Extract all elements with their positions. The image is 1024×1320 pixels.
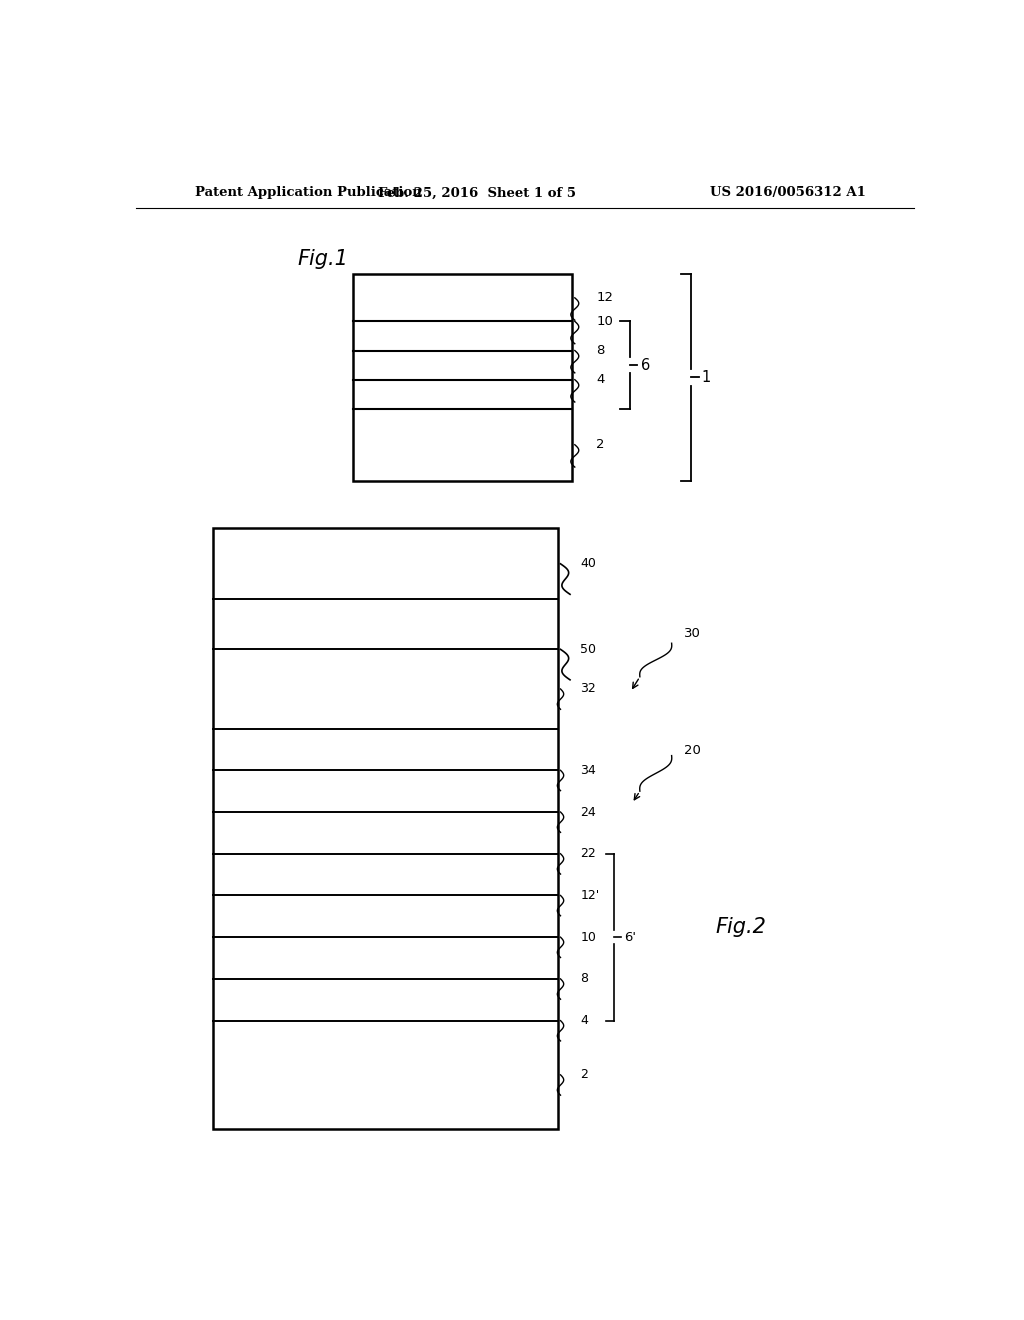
Text: 20: 20 [684, 744, 700, 756]
Text: Feb. 25, 2016  Sheet 1 of 5: Feb. 25, 2016 Sheet 1 of 5 [378, 186, 577, 199]
Text: Fig.2: Fig.2 [716, 917, 766, 937]
Text: 24: 24 [581, 805, 596, 818]
Text: 10: 10 [596, 315, 613, 327]
Text: 2: 2 [581, 1068, 588, 1081]
Text: 40: 40 [581, 557, 596, 570]
Text: 8: 8 [596, 345, 604, 356]
Text: 8: 8 [581, 973, 589, 986]
Text: 12': 12' [581, 888, 600, 902]
Text: 32: 32 [581, 682, 596, 696]
Text: 10: 10 [581, 931, 596, 944]
Text: 34: 34 [581, 764, 596, 776]
Text: US 2016/0056312 A1: US 2016/0056312 A1 [711, 186, 866, 199]
Text: 4: 4 [596, 374, 604, 387]
Text: 6': 6' [624, 931, 636, 944]
Text: Patent Application Publication: Patent Application Publication [196, 186, 422, 199]
Text: 22: 22 [581, 847, 596, 861]
Text: 4: 4 [581, 1014, 588, 1027]
Text: 50: 50 [581, 643, 596, 656]
Text: 1: 1 [701, 370, 711, 385]
Text: Fig.1: Fig.1 [297, 249, 348, 269]
Text: 6: 6 [641, 358, 650, 372]
Text: 2: 2 [596, 438, 605, 451]
Text: 12: 12 [596, 292, 613, 305]
Text: 30: 30 [684, 627, 700, 640]
